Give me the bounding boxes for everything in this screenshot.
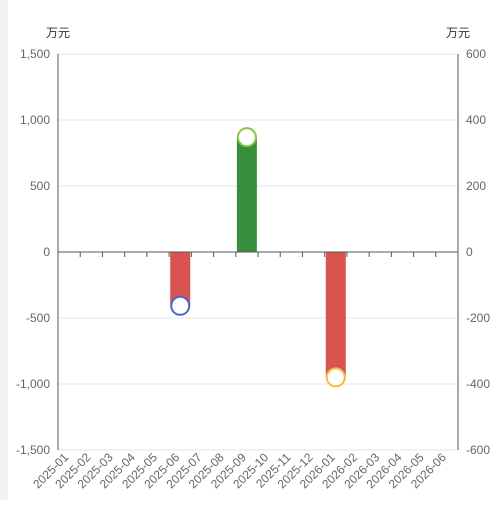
right-axis-tick-label: 400 xyxy=(466,113,486,127)
bar-2026-01 xyxy=(325,252,346,378)
bar-2025-06 xyxy=(170,252,191,305)
marker-2026-01 xyxy=(325,367,346,388)
grid-lines xyxy=(58,53,458,451)
left-axis-tick-label: 1,000 xyxy=(20,113,50,127)
marker-2025-09 xyxy=(236,127,257,148)
right-axis-tick-label: -600 xyxy=(466,443,490,457)
right-axis-tick-label: -200 xyxy=(466,311,490,325)
right-axis-tick-label: 600 xyxy=(466,47,486,61)
right-axis-tick-label: 200 xyxy=(466,179,486,193)
left-axis-tick-label: -1,500 xyxy=(16,443,50,457)
left-axis-tick-label: -500 xyxy=(26,311,50,325)
marker-2025-06 xyxy=(170,295,191,316)
marker-series xyxy=(170,127,346,388)
left-axis-tick-label: 1,500 xyxy=(20,47,50,61)
left-axis-unit-label: 万元 xyxy=(46,26,70,40)
right-axis-unit-label: 万元 xyxy=(446,26,470,40)
left-axis-tick-label: 0 xyxy=(43,245,50,259)
bar-series xyxy=(170,137,346,378)
bar-2025-09 xyxy=(236,137,257,252)
left-axis-tick-label: 500 xyxy=(30,179,50,193)
left-edge-strip xyxy=(0,0,8,500)
right-axis-tick-label: -400 xyxy=(466,377,490,391)
left-axis-tick-label: -1,000 xyxy=(16,377,50,391)
right-axis-tick-label: 0 xyxy=(466,245,473,259)
axes: -1,500 -1,000 -500 0 500 1,000 1,500 -600 -400 -2… xyxy=(16,47,490,491)
